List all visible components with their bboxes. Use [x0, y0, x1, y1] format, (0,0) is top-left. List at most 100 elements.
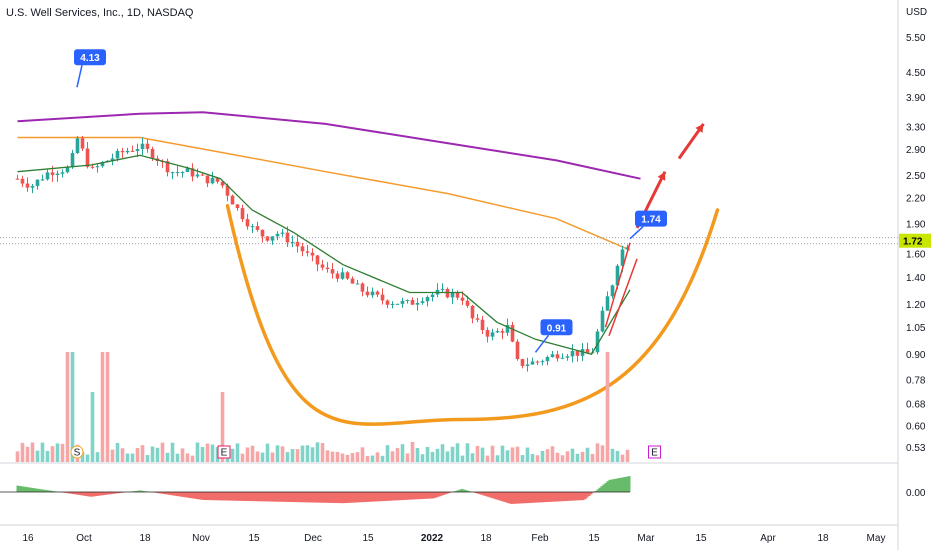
oscillator-bar: [326, 492, 329, 503]
oscillator-bar: [42, 489, 45, 492]
candle-body: [125, 150, 130, 153]
oscillator-bar: [100, 492, 103, 496]
candle-body: [185, 168, 190, 172]
oscillator-bar: [418, 492, 421, 500]
oscillator-bar: [588, 492, 591, 496]
callout-label: 4.13: [80, 53, 100, 64]
volume-bar: [385, 445, 390, 462]
oscillator-bar: [114, 492, 117, 494]
volume-bar: [580, 451, 585, 462]
oscillator-bar: [84, 492, 87, 496]
price-callout: [635, 210, 667, 227]
volume-bar: [515, 446, 520, 462]
oscillator-bar: [428, 492, 431, 499]
oscillator-bar: [298, 492, 301, 503]
volume-bar: [535, 455, 540, 462]
volume-bar: [80, 451, 85, 462]
candle-body: [70, 153, 75, 168]
long-moving-average: [17, 111, 641, 180]
oscillator-bar: [210, 492, 213, 501]
oscillator-bar: [442, 492, 445, 496]
oscillator-bar: [526, 492, 529, 504]
oscillator-bar: [188, 492, 191, 498]
volume-bar: [590, 453, 595, 462]
oscillator-bar: [294, 492, 297, 503]
oscillator-bar: [380, 492, 383, 502]
y-tick-label: 1.40: [906, 273, 926, 284]
price-callout: [74, 49, 106, 66]
oscillator-bar: [558, 492, 561, 502]
oscillator-bar: [162, 492, 165, 494]
oscillator-bar: [540, 492, 543, 503]
candle-body: [355, 283, 360, 285]
oscillator-bar: [118, 492, 121, 494]
x-tick-label: Nov: [192, 533, 210, 544]
candle-body: [235, 204, 240, 209]
candle-body: [165, 161, 170, 173]
volume-bar: [155, 447, 160, 462]
oscillator-bar: [224, 492, 227, 501]
oscillator-bar: [496, 492, 499, 500]
candle-body: [130, 150, 135, 152]
oscillator-bar: [88, 492, 91, 497]
oscillator-bar: [110, 492, 113, 495]
candle-body: [245, 219, 250, 227]
candle-body: [605, 296, 610, 311]
x-tick-label: May: [867, 533, 886, 544]
last-price-label: 1.72: [903, 237, 923, 248]
y-tick-label: 0.53: [906, 443, 926, 454]
candle-body: [195, 174, 200, 177]
oscillator-bar: [384, 492, 387, 501]
oscillator-bar: [184, 492, 187, 498]
oscillator-bar: [346, 492, 349, 503]
oscillator-bar: [272, 492, 275, 502]
oscillator-bar: [348, 492, 351, 503]
oscillator-bar: [552, 492, 555, 502]
oscillator-bar: [190, 492, 193, 499]
volume-bar: [50, 446, 55, 462]
oscillator-bar: [268, 492, 271, 502]
y-tick-label: 1.90: [906, 219, 926, 230]
oscillator-bar: [598, 487, 601, 492]
oscillator-bar: [516, 492, 519, 504]
oscillator-bar: [136, 490, 139, 492]
oscillator-bar: [420, 492, 423, 500]
oscillator-bar: [328, 492, 331, 503]
volume-bar: [495, 455, 500, 462]
oscillator-bar: [230, 492, 233, 501]
candle-body: [295, 241, 300, 247]
oscillator-bar: [92, 492, 95, 497]
volume-bar: [425, 446, 430, 462]
oscillator-bar: [138, 490, 141, 492]
oscillator-bar: [196, 492, 199, 500]
oscillator-bar: [522, 492, 525, 504]
oscillator-bar: [602, 484, 605, 492]
oscillator-bar: [594, 491, 597, 492]
oscillator-bar: [584, 492, 587, 500]
x-tick-label: Dec: [304, 533, 322, 544]
volume-bar: [585, 447, 590, 462]
oscillator-bar: [250, 492, 253, 502]
candle-body: [205, 175, 210, 184]
oscillator-bar: [586, 492, 589, 498]
oscillator-bar: [468, 491, 471, 492]
oscillator-bar: [554, 492, 557, 502]
oscillator-bar: [344, 492, 347, 504]
oscillator-bar: [18, 485, 21, 492]
oscillator-bar: [304, 492, 307, 503]
oscillator-bar: [228, 492, 231, 501]
oscillator-bar: [364, 492, 367, 503]
oscillator-bar: [498, 492, 501, 501]
cup-pattern-curve: [225, 203, 720, 426]
oscillator-bar: [386, 492, 389, 501]
volume-bar: [240, 453, 245, 462]
oscillator-bar: [482, 492, 485, 496]
candle-body: [535, 361, 540, 363]
candle-body: [15, 178, 20, 180]
oscillator-bar: [102, 492, 105, 496]
candle-body: [315, 255, 320, 265]
candle-body: [180, 171, 185, 173]
oscillator-bar: [582, 492, 585, 501]
volume-bar: [300, 445, 305, 462]
